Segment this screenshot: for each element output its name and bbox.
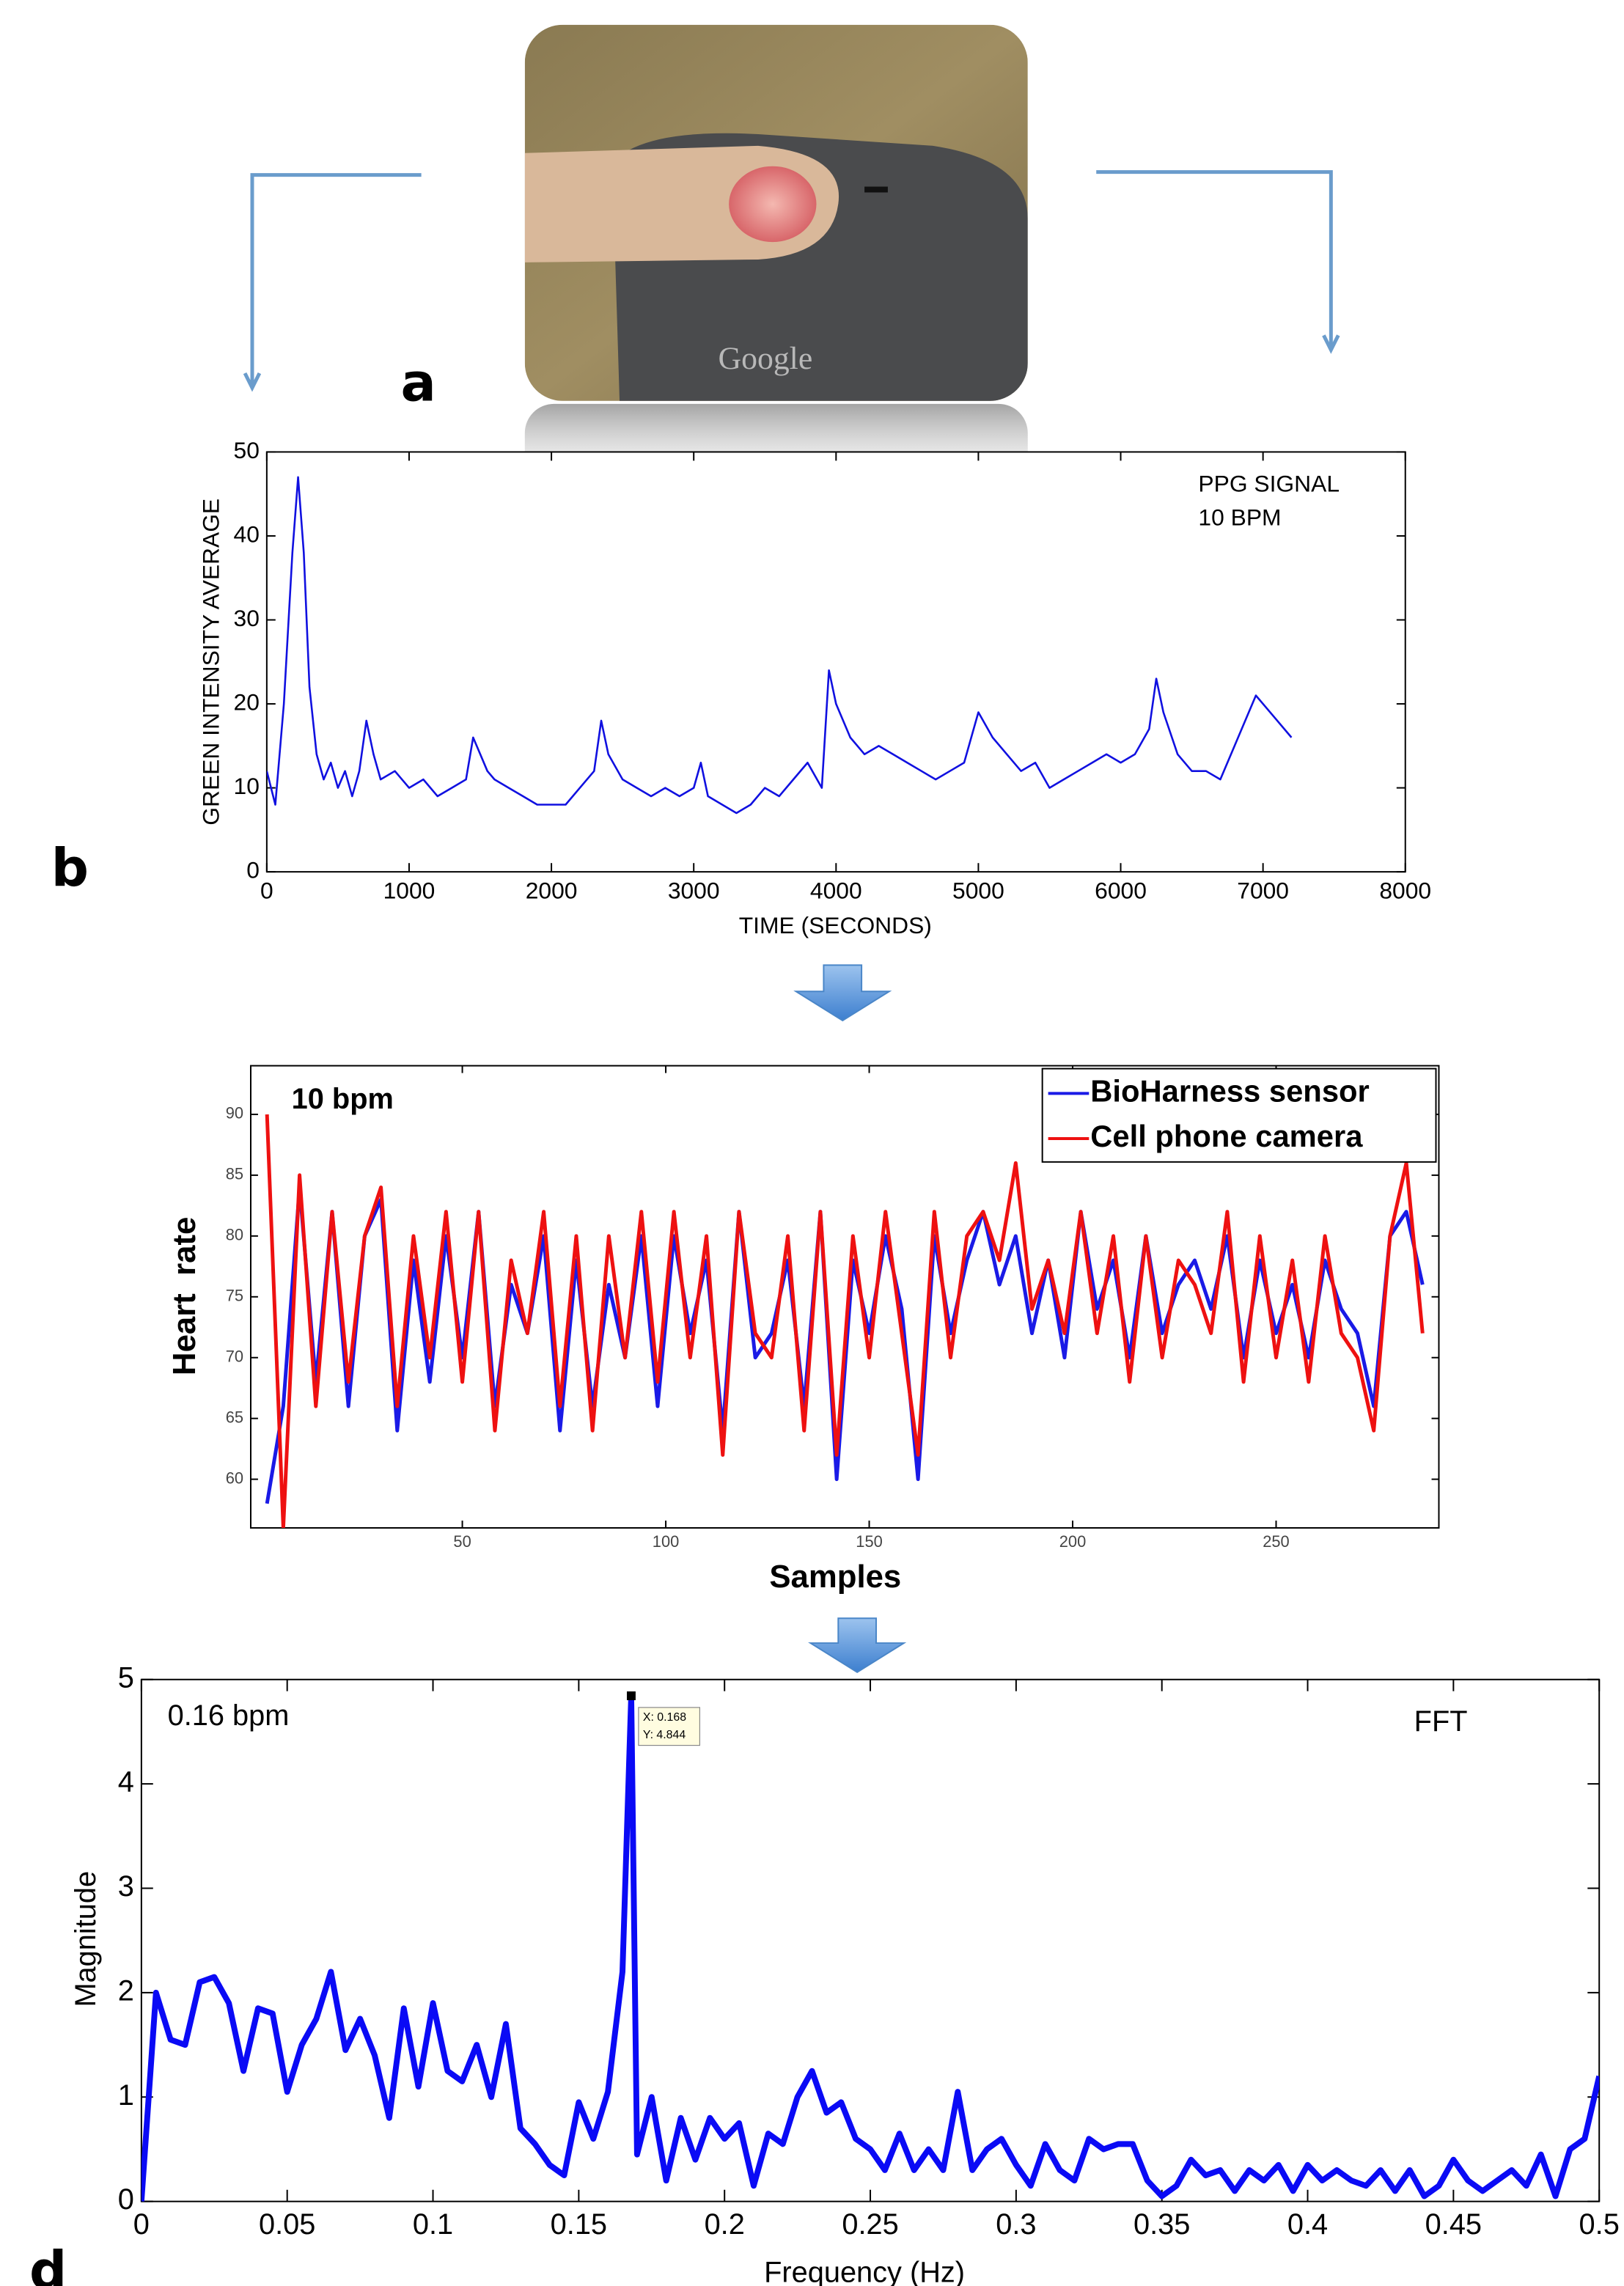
y-tick-label: 4 xyxy=(118,1766,134,1798)
x-tick-label: 0.25 xyxy=(842,2208,898,2241)
y-tick-label: 5 xyxy=(118,1661,134,1694)
y-tick-label: 50 xyxy=(234,437,260,463)
x-axis-label: Samples xyxy=(769,1559,901,1595)
y-tick-label: 70 xyxy=(226,1348,243,1366)
x-tick-label: 6000 xyxy=(1095,877,1147,903)
y-tick-label: 1 xyxy=(118,2079,134,2112)
x-tick-label: 200 xyxy=(1059,1532,1086,1551)
y-tick-label: 30 xyxy=(234,605,260,631)
y-tick-label: 20 xyxy=(234,688,260,715)
arrows xyxy=(243,170,1340,392)
x-axis-label: TIME (SECONDS) xyxy=(739,912,932,938)
x-tick-label: 4000 xyxy=(810,877,862,903)
annotation: PPG SIGNAL xyxy=(1198,471,1340,497)
arrow-right xyxy=(1096,170,1333,348)
panel-label: d xyxy=(29,2241,67,2286)
x-tick-label: 150 xyxy=(856,1532,882,1551)
annotation: 10 bpm xyxy=(292,1083,394,1115)
data-line xyxy=(265,1114,1425,1528)
x-tick-label: 0.45 xyxy=(1425,2208,1482,2241)
y-tick-label: 65 xyxy=(226,1408,243,1426)
x-tick-label: 0 xyxy=(133,2208,150,2241)
arrowhead-left xyxy=(243,372,262,392)
x-tick-label: 1000 xyxy=(383,877,436,903)
x-tick-label: 250 xyxy=(1263,1532,1289,1551)
panel-label: b xyxy=(51,838,89,899)
block-arrow xyxy=(793,964,892,1022)
data-line xyxy=(141,1693,1600,2202)
plot-area xyxy=(140,1678,1601,2202)
annotation: 0.16 bpm xyxy=(168,1699,290,1732)
x-tick-label: 50 xyxy=(453,1532,471,1551)
plot-lines xyxy=(266,476,1293,815)
legend-box xyxy=(1041,1067,1437,1163)
x-tick-label: 0.4 xyxy=(1287,2208,1328,2241)
datatip-text: Y: 4.844 xyxy=(643,1729,686,1741)
x-tick-label: 3000 xyxy=(668,877,720,903)
datatip-box xyxy=(638,1707,700,1746)
x-tick-label: 7000 xyxy=(1237,877,1289,903)
x-tick-label: 100 xyxy=(653,1532,679,1551)
y-tick-label: 3 xyxy=(118,1870,134,1903)
x-tick-label: 0.3 xyxy=(996,2208,1036,2241)
y-tick-label: 85 xyxy=(226,1165,243,1183)
x-tick-label: 0.15 xyxy=(551,2208,607,2241)
y-tick-label: 75 xyxy=(226,1287,243,1305)
annotation: FFT xyxy=(1414,1705,1468,1738)
datatip-marker xyxy=(626,1691,636,1700)
x-tick-label: 0.2 xyxy=(705,2208,745,2241)
data-line xyxy=(266,476,1293,815)
x-tick-label: 5000 xyxy=(952,877,1004,903)
block-arrow xyxy=(808,1617,907,1674)
x-tick-label: 0.35 xyxy=(1134,2208,1190,2241)
x-tick-label: 0.05 xyxy=(259,2208,315,2241)
y-tick-label: 80 xyxy=(226,1226,243,1244)
y-tick-label: 10 xyxy=(234,773,260,799)
y-tick-label: 90 xyxy=(226,1104,243,1122)
y-tick-label: 2 xyxy=(118,1974,134,2007)
y-tick-label: 0 xyxy=(246,857,260,883)
phone-logo: Google xyxy=(719,341,813,376)
arrow-left xyxy=(250,173,422,386)
phone-flash xyxy=(864,186,888,193)
y-axis-label: Magnitude xyxy=(70,1871,102,2007)
x-tick-label: 0.5 xyxy=(1579,2208,1620,2241)
legend-label: BioHarness sensor xyxy=(1090,1073,1370,1108)
arrowhead-right xyxy=(1322,334,1340,354)
annotation: 10 BPM xyxy=(1198,504,1281,530)
y-tick-label: 60 xyxy=(226,1469,243,1487)
y-tick-label: 40 xyxy=(234,521,260,547)
x-tick-label: 0.1 xyxy=(413,2208,453,2241)
plot-area xyxy=(265,451,1406,873)
plot-lines xyxy=(265,1114,1425,1528)
legend-label: Cell phone camera xyxy=(1090,1119,1363,1153)
plot-lines xyxy=(141,1693,1600,2202)
panel-label: a xyxy=(400,352,436,413)
x-axis-label: Frequency (Hz) xyxy=(764,2257,965,2286)
y-axis-label: Heart rate xyxy=(166,1217,202,1375)
photo: Google xyxy=(524,24,1028,401)
x-tick-label: 2000 xyxy=(526,877,578,903)
y-tick-label: 0 xyxy=(118,2183,134,2216)
x-tick-label: 0 xyxy=(260,877,273,903)
fingernail xyxy=(729,166,817,243)
x-tick-label: 8000 xyxy=(1379,877,1431,903)
y-axis-label: GREEN INTENSITY AVERAGE xyxy=(198,499,224,826)
datatip-text: X: 0.168 xyxy=(643,1711,686,1724)
